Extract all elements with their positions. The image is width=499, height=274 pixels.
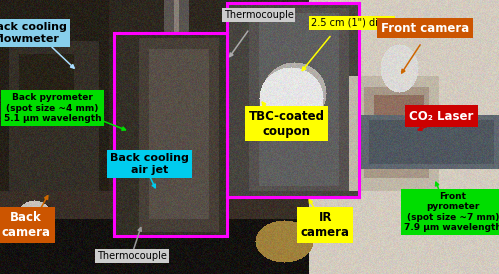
Text: Back
camera: Back camera — [1, 211, 50, 239]
Text: Back cooling
flowmeter: Back cooling flowmeter — [0, 22, 67, 44]
Text: Front camera: Front camera — [381, 22, 469, 35]
Text: Back cooling
air jet: Back cooling air jet — [110, 153, 189, 175]
Bar — [114, 33, 227, 236]
Text: TBC-coated
coupon: TBC-coated coupon — [249, 110, 325, 138]
Text: IR
camera: IR camera — [301, 211, 350, 239]
Text: Front
pyrometer
(spot size ~7 mm)
7.9 μm wavelength: Front pyrometer (spot size ~7 mm) 7.9 μm… — [404, 192, 499, 232]
Text: Thermocouple: Thermocouple — [224, 10, 293, 19]
Bar — [227, 3, 359, 197]
Text: CO₂ Laser: CO₂ Laser — [409, 110, 474, 122]
Text: 2.5 cm (1") diam: 2.5 cm (1") diam — [310, 18, 393, 28]
Text: Back pyrometer
(spot size ~4 mm)
5.1 μm wavelength: Back pyrometer (spot size ~4 mm) 5.1 μm … — [3, 93, 101, 123]
Text: Thermocouple: Thermocouple — [97, 251, 167, 261]
